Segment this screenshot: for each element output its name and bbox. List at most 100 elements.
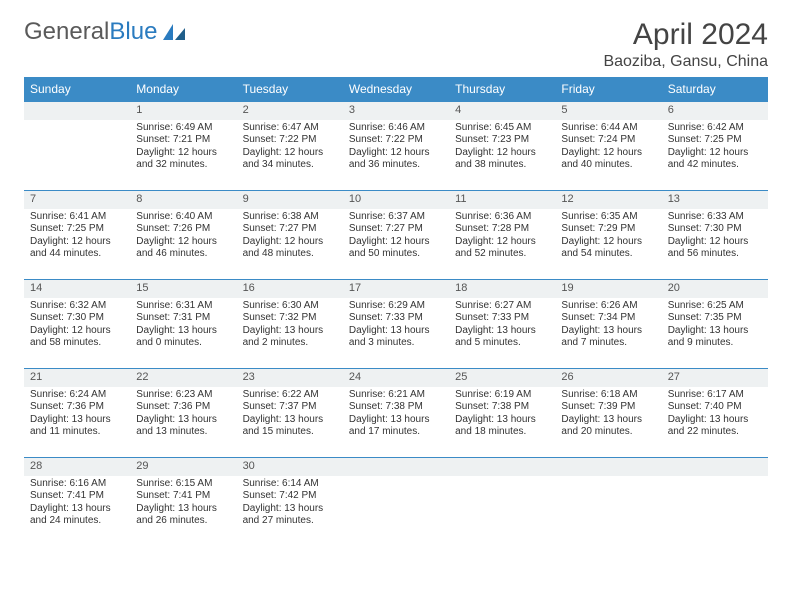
sunset-text: Sunset: 7:21 PM — [136, 134, 232, 147]
day-number: 29 — [130, 458, 236, 476]
calendar-day-cell: 15Sunrise: 6:31 AMSunset: 7:31 PMDayligh… — [130, 280, 236, 369]
daylight-text: and 24 minutes. — [30, 515, 126, 528]
weekday-header: Thursday — [449, 77, 555, 102]
daylight-text: and 20 minutes. — [561, 426, 657, 439]
day-number — [555, 458, 661, 476]
day-number: 11 — [449, 191, 555, 209]
calendar-day-cell: 21Sunrise: 6:24 AMSunset: 7:36 PMDayligh… — [24, 369, 130, 458]
day-body: Sunrise: 6:21 AMSunset: 7:38 PMDaylight:… — [343, 387, 449, 443]
daylight-text: Daylight: 12 hours — [30, 236, 126, 249]
calendar-day-cell: 20Sunrise: 6:25 AMSunset: 7:35 PMDayligh… — [662, 280, 768, 369]
daylight-text: Daylight: 12 hours — [243, 236, 339, 249]
day-body: Sunrise: 6:24 AMSunset: 7:36 PMDaylight:… — [24, 387, 130, 443]
calendar-day-cell: 9Sunrise: 6:38 AMSunset: 7:27 PMDaylight… — [237, 191, 343, 280]
daylight-text: Daylight: 13 hours — [30, 503, 126, 516]
sunset-text: Sunset: 7:34 PM — [561, 312, 657, 325]
sunrise-text: Sunrise: 6:35 AM — [561, 211, 657, 224]
sunset-text: Sunset: 7:33 PM — [455, 312, 551, 325]
daylight-text: Daylight: 12 hours — [561, 236, 657, 249]
sunset-text: Sunset: 7:29 PM — [561, 223, 657, 236]
sunset-text: Sunset: 7:33 PM — [349, 312, 445, 325]
sunrise-text: Sunrise: 6:24 AM — [30, 389, 126, 402]
weekday-header: Tuesday — [237, 77, 343, 102]
calendar-day-cell: 26Sunrise: 6:18 AMSunset: 7:39 PMDayligh… — [555, 369, 661, 458]
daylight-text: Daylight: 13 hours — [243, 325, 339, 338]
sunrise-text: Sunrise: 6:19 AM — [455, 389, 551, 402]
daylight-text: Daylight: 13 hours — [136, 503, 232, 516]
day-number — [24, 102, 130, 120]
title-block: April 2024 Baoziba, Gansu, China — [603, 18, 768, 71]
day-number: 1 — [130, 102, 236, 120]
calendar-day-cell — [555, 458, 661, 547]
daylight-text: Daylight: 13 hours — [668, 325, 764, 338]
calendar-day-cell: 25Sunrise: 6:19 AMSunset: 7:38 PMDayligh… — [449, 369, 555, 458]
sunrise-text: Sunrise: 6:47 AM — [243, 122, 339, 135]
sunset-text: Sunset: 7:27 PM — [349, 223, 445, 236]
weekday-header: Sunday — [24, 77, 130, 102]
daylight-text: Daylight: 13 hours — [243, 503, 339, 516]
daylight-text: Daylight: 12 hours — [30, 325, 126, 338]
daylight-text: Daylight: 12 hours — [243, 147, 339, 160]
calendar-day-cell: 11Sunrise: 6:36 AMSunset: 7:28 PMDayligh… — [449, 191, 555, 280]
daylight-text: and 50 minutes. — [349, 248, 445, 261]
logo-word-blue: Blue — [109, 18, 157, 46]
day-body: Sunrise: 6:16 AMSunset: 7:41 PMDaylight:… — [24, 476, 130, 532]
day-body: Sunrise: 6:49 AMSunset: 7:21 PMDaylight:… — [130, 120, 236, 176]
day-body: Sunrise: 6:37 AMSunset: 7:27 PMDaylight:… — [343, 209, 449, 265]
sunrise-text: Sunrise: 6:37 AM — [349, 211, 445, 224]
daylight-text: and 32 minutes. — [136, 159, 232, 172]
day-number: 25 — [449, 369, 555, 387]
day-body: Sunrise: 6:17 AMSunset: 7:40 PMDaylight:… — [662, 387, 768, 443]
sunrise-text: Sunrise: 6:26 AM — [561, 300, 657, 313]
sunset-text: Sunset: 7:22 PM — [349, 134, 445, 147]
day-body: Sunrise: 6:25 AMSunset: 7:35 PMDaylight:… — [662, 298, 768, 354]
daylight-text: Daylight: 13 hours — [349, 414, 445, 427]
calendar-day-cell: 6Sunrise: 6:42 AMSunset: 7:25 PMDaylight… — [662, 102, 768, 191]
logo: GeneralBlue — [24, 18, 189, 46]
daylight-text: Daylight: 12 hours — [136, 147, 232, 160]
daylight-text: and 40 minutes. — [561, 159, 657, 172]
daylight-text: and 58 minutes. — [30, 337, 126, 350]
sunrise-text: Sunrise: 6:14 AM — [243, 478, 339, 491]
sunrise-text: Sunrise: 6:18 AM — [561, 389, 657, 402]
calendar-day-cell: 1Sunrise: 6:49 AMSunset: 7:21 PMDaylight… — [130, 102, 236, 191]
sunrise-text: Sunrise: 6:32 AM — [30, 300, 126, 313]
daylight-text: and 15 minutes. — [243, 426, 339, 439]
calendar-day-cell: 4Sunrise: 6:45 AMSunset: 7:23 PMDaylight… — [449, 102, 555, 191]
daylight-text: and 7 minutes. — [561, 337, 657, 350]
calendar-day-cell: 27Sunrise: 6:17 AMSunset: 7:40 PMDayligh… — [662, 369, 768, 458]
daylight-text: Daylight: 12 hours — [668, 147, 764, 160]
sunrise-text: Sunrise: 6:25 AM — [668, 300, 764, 313]
day-number — [662, 458, 768, 476]
sunrise-text: Sunrise: 6:46 AM — [349, 122, 445, 135]
sunset-text: Sunset: 7:41 PM — [30, 490, 126, 503]
day-number: 6 — [662, 102, 768, 120]
day-number: 23 — [237, 369, 343, 387]
sunset-text: Sunset: 7:39 PM — [561, 401, 657, 414]
day-number: 28 — [24, 458, 130, 476]
daylight-text: Daylight: 13 hours — [349, 325, 445, 338]
sunset-text: Sunset: 7:31 PM — [136, 312, 232, 325]
day-body: Sunrise: 6:44 AMSunset: 7:24 PMDaylight:… — [555, 120, 661, 176]
day-number: 14 — [24, 280, 130, 298]
calendar-day-cell — [24, 102, 130, 191]
logo-sail-icon — [161, 22, 189, 42]
day-number: 19 — [555, 280, 661, 298]
daylight-text: Daylight: 12 hours — [455, 236, 551, 249]
day-number: 3 — [343, 102, 449, 120]
day-number: 30 — [237, 458, 343, 476]
daylight-text: and 22 minutes. — [668, 426, 764, 439]
daylight-text: Daylight: 13 hours — [455, 325, 551, 338]
daylight-text: and 38 minutes. — [455, 159, 551, 172]
day-number: 24 — [343, 369, 449, 387]
sunset-text: Sunset: 7:22 PM — [243, 134, 339, 147]
sunset-text: Sunset: 7:25 PM — [668, 134, 764, 147]
month-title: April 2024 — [603, 18, 768, 51]
day-number: 13 — [662, 191, 768, 209]
sunrise-text: Sunrise: 6:22 AM — [243, 389, 339, 402]
daylight-text: and 42 minutes. — [668, 159, 764, 172]
sunrise-text: Sunrise: 6:23 AM — [136, 389, 232, 402]
daylight-text: Daylight: 13 hours — [136, 414, 232, 427]
day-body — [449, 476, 555, 570]
daylight-text: and 54 minutes. — [561, 248, 657, 261]
